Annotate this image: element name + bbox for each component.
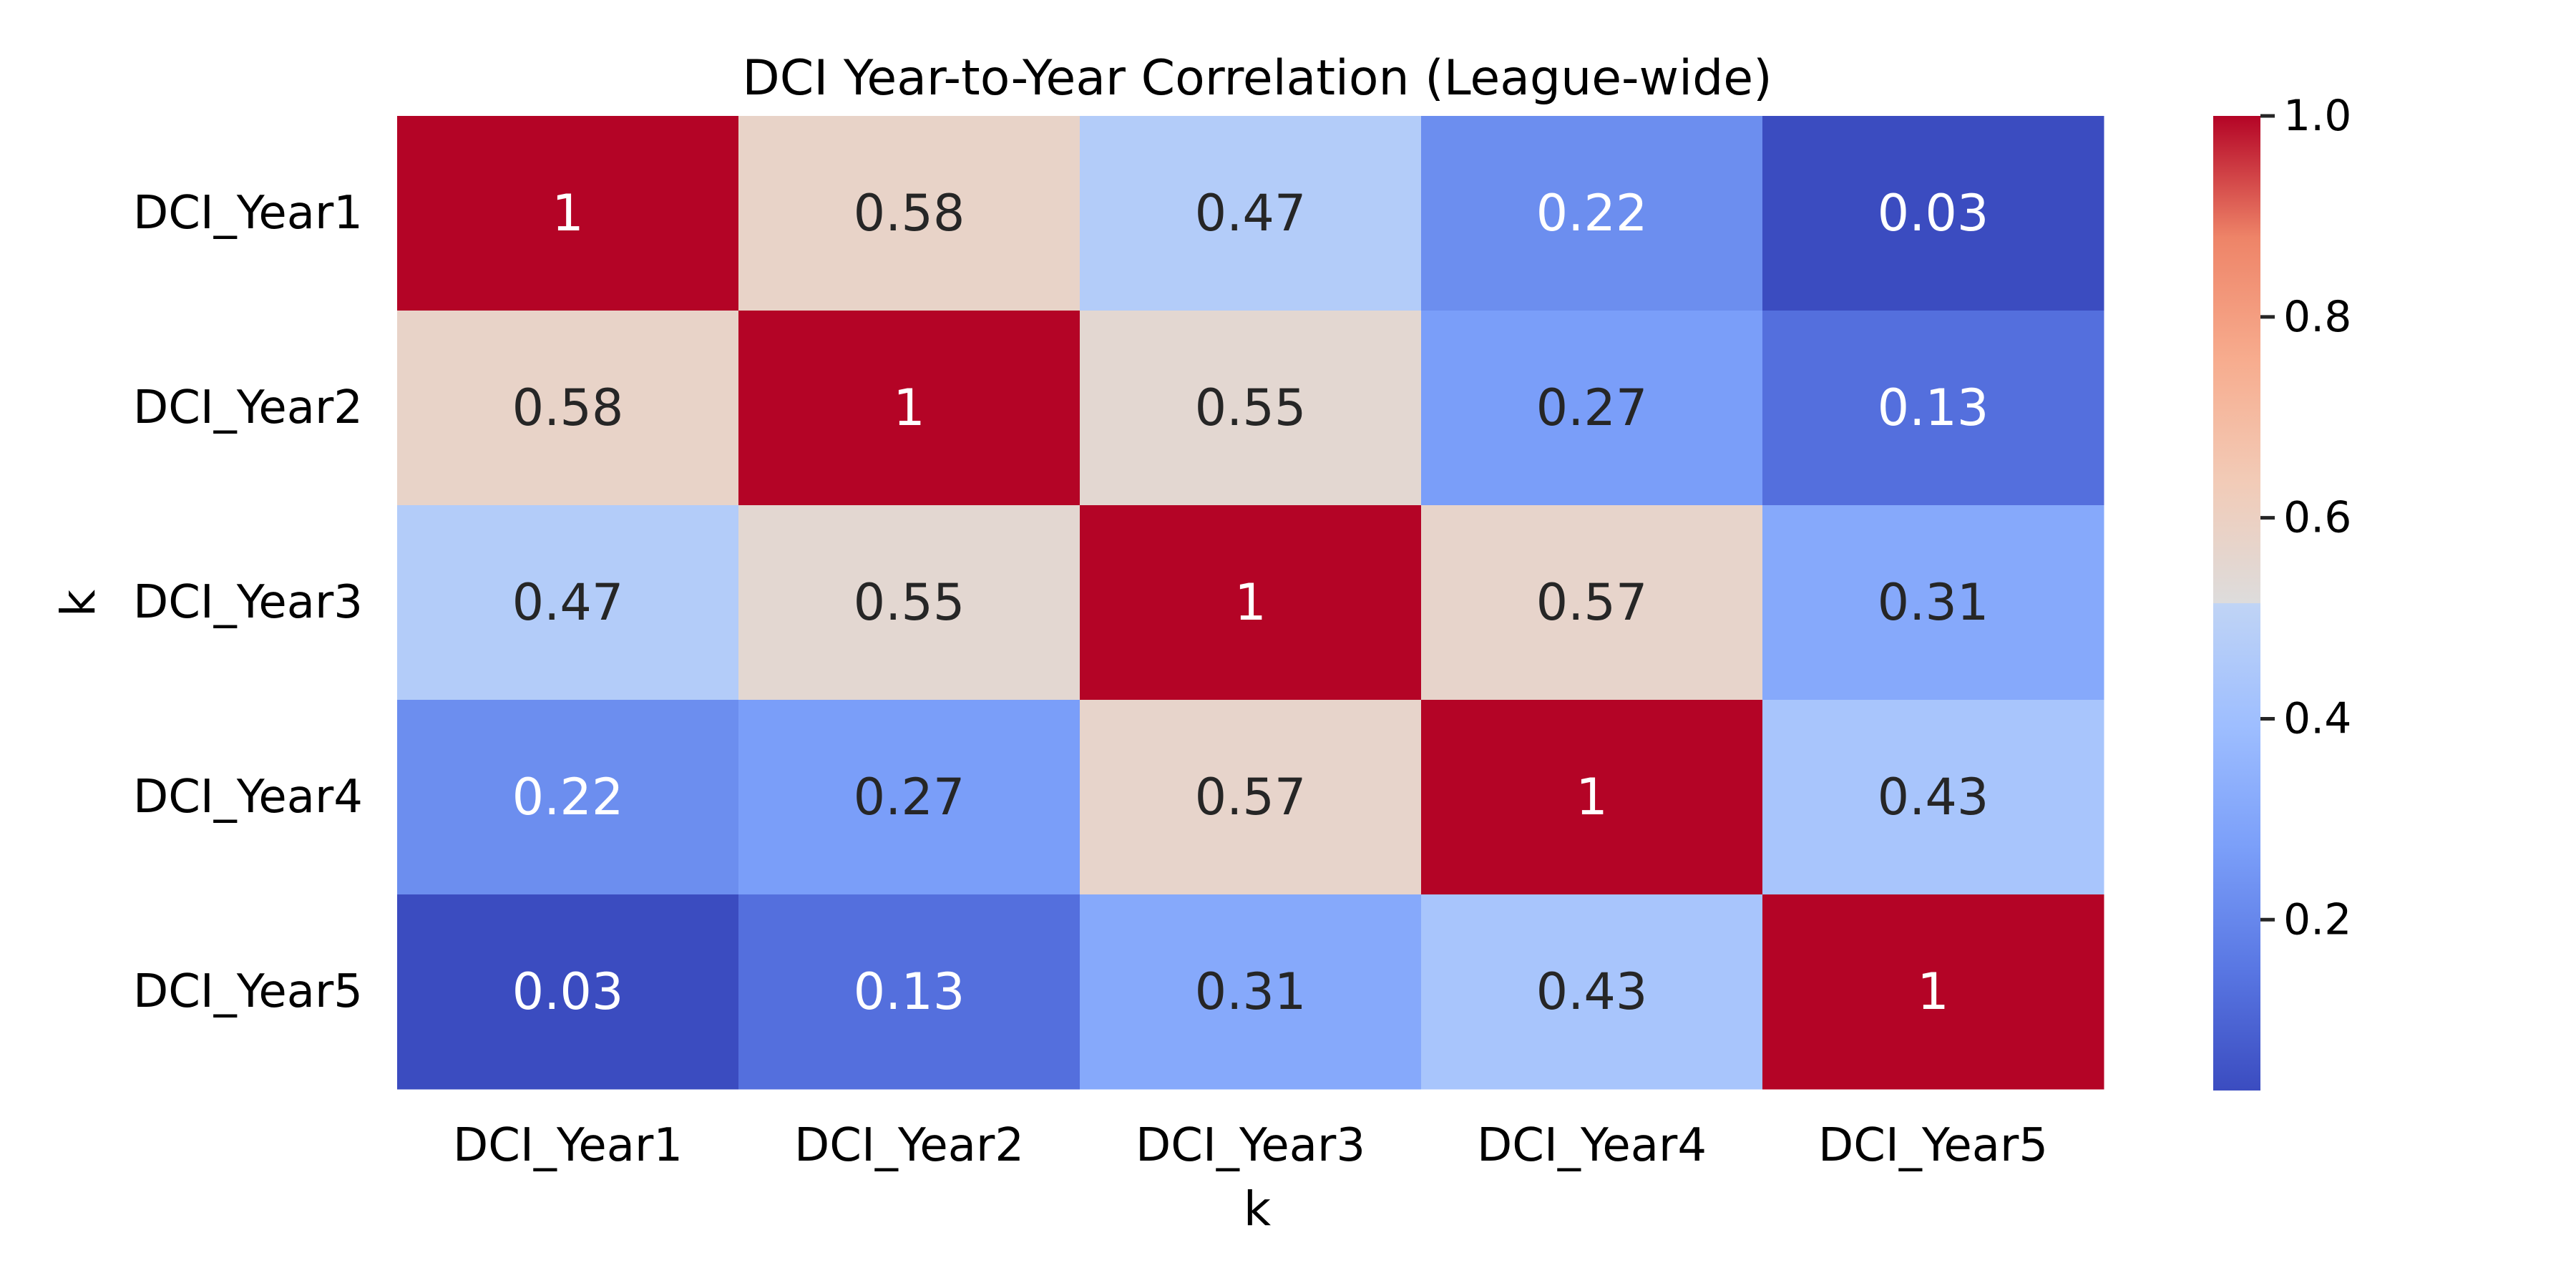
x-tick-label: DCI_Year5 xyxy=(1818,1119,2048,1172)
colorbar xyxy=(2213,116,2260,1091)
cell-value-label: 0.57 xyxy=(1195,768,1307,826)
cell-value-label: 1 xyxy=(893,379,925,437)
heatmap-cell xyxy=(397,894,739,1090)
colorbar-tick-label: 0.8 xyxy=(2283,292,2351,342)
x-tick-label: DCI_Year3 xyxy=(1136,1119,1365,1172)
x-tick-label: DCI_Year2 xyxy=(794,1119,1024,1172)
y-tick-label: DCI_Year1 xyxy=(133,187,363,240)
cell-value-label: 0.47 xyxy=(1195,184,1307,243)
chart-title: DCI Year-to-Year Correlation (League-wid… xyxy=(742,50,1772,107)
colorbar-tick-label: 0.4 xyxy=(2283,693,2351,743)
heatmap-cell xyxy=(1080,311,1422,506)
y-tick-label: DCI_Year4 xyxy=(133,771,363,824)
heatmap-cell xyxy=(1080,894,1422,1090)
heatmap-cell xyxy=(397,116,739,311)
cell-value-label: 0.27 xyxy=(1536,379,1648,437)
heatmap-cell xyxy=(1421,700,1763,895)
cell-value-label: 0.55 xyxy=(854,573,965,632)
cell-value-label: 0.31 xyxy=(1195,962,1307,1021)
y-tick-label: DCI_Year3 xyxy=(133,576,363,629)
heatmap-cell xyxy=(397,505,739,701)
heatmap-cell xyxy=(1080,505,1422,701)
heatmap-cell xyxy=(1080,116,1422,311)
heatmap-cell xyxy=(397,311,739,506)
cell-value-label: 1 xyxy=(552,184,584,243)
heatmap-cell xyxy=(1762,311,2104,506)
cell-value-label: 0.47 xyxy=(512,573,624,632)
cell-value-label: 1 xyxy=(1917,962,1949,1021)
cell-value-label: 1 xyxy=(1234,573,1267,632)
colorbar-ticks: 0.2 0.4 0.6 0.8 1.0 xyxy=(2260,91,2351,945)
cell-value-label: 0.55 xyxy=(1195,379,1307,437)
y-axis-label: k xyxy=(51,589,106,617)
colorbar-tick-label: 0.6 xyxy=(2283,493,2351,543)
cell-value-label: 0.22 xyxy=(1536,184,1648,243)
heatmap-cell xyxy=(397,700,739,895)
heatmap-cell xyxy=(1762,894,2104,1090)
cell-value-label: 0.57 xyxy=(1536,573,1648,632)
x-tick-labels: DCI_Year1 DCI_Year2 DCI_Year3 DCI_Year4 DCI_… xyxy=(453,1119,2048,1172)
cell-value-label: 0.58 xyxy=(512,379,624,437)
cell-value-label: 0.13 xyxy=(1878,379,1989,437)
x-axis-label: k xyxy=(1244,1181,1272,1236)
heatmap-cell xyxy=(1421,116,1763,311)
colorbar-tick-label: 1.0 xyxy=(2283,91,2351,141)
cell-value-label: 0.22 xyxy=(512,768,624,826)
cell-value-label: 0.31 xyxy=(1878,573,1989,632)
cell-value-label: 0.13 xyxy=(854,962,965,1021)
colorbar-tick-label: 0.2 xyxy=(2283,894,2351,945)
heatmap-cell xyxy=(738,700,1080,895)
cell-value-label: 1 xyxy=(1576,768,1608,826)
heatmap-cell xyxy=(738,894,1080,1090)
heatmap-cell xyxy=(1080,700,1422,895)
cell-value-label: 0.58 xyxy=(854,184,965,243)
heatmap-cell xyxy=(738,505,1080,701)
y-tick-labels: DCI_Year1 DCI_Year2 DCI_Year3 DCI_Year4 DCI_… xyxy=(133,187,363,1018)
heatmap-cell xyxy=(738,116,1080,311)
heatmap-cell xyxy=(1762,505,2104,701)
y-tick-label: DCI_Year2 xyxy=(133,381,363,434)
heatmap-cell xyxy=(738,311,1080,506)
heatmap-cell xyxy=(1762,700,2104,895)
cell-value-label: 0.43 xyxy=(1878,768,1989,826)
heatmap-cell xyxy=(1421,311,1763,506)
cell-value-label: 0.03 xyxy=(1878,184,1989,243)
heatmap-cell xyxy=(1421,505,1763,701)
x-tick-label: DCI_Year4 xyxy=(1477,1119,1707,1172)
y-tick-label: DCI_Year5 xyxy=(133,965,363,1018)
heatmap-cells: 1 0.58 0.47 0.22 0.03 0.58 1 0.55 0.27 0.13 0.47 0.… xyxy=(397,116,2104,1090)
cell-value-label: 0.27 xyxy=(854,768,965,826)
cell-value-label: 0.03 xyxy=(512,962,624,1021)
x-tick-label: DCI_Year1 xyxy=(453,1119,683,1172)
heatmap-cell xyxy=(1421,894,1763,1090)
cell-value-label: 0.43 xyxy=(1536,962,1648,1021)
heatmap-cell xyxy=(1762,116,2104,311)
